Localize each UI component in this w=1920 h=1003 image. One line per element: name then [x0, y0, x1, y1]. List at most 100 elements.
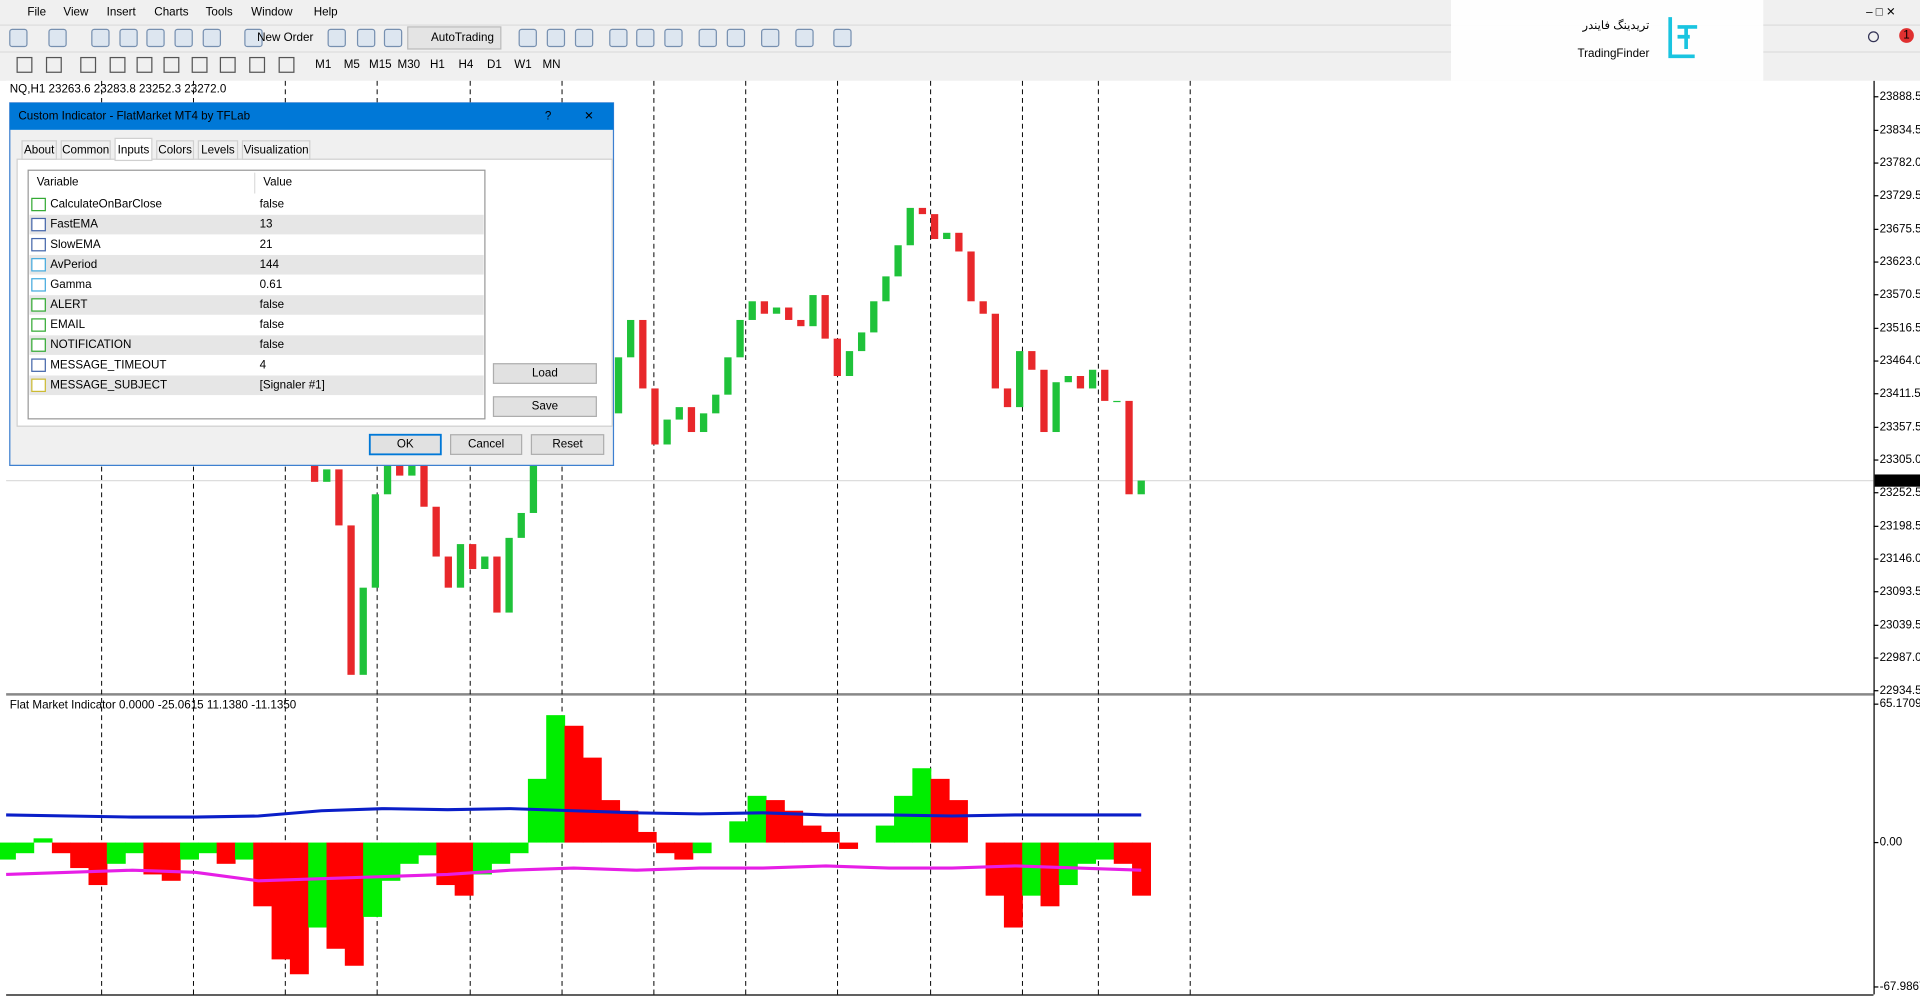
tab-label[interactable]: Visualization	[244, 144, 309, 157]
toolbar-icon[interactable]	[664, 28, 683, 48]
draw-tool[interactable]	[249, 56, 266, 73]
toolbar-icon[interactable]	[698, 28, 717, 48]
new-order[interactable]: New Order	[257, 31, 313, 44]
table-row[interactable]	[29, 335, 484, 355]
toolbar-icon[interactable]	[356, 28, 376, 48]
button[interactable]	[530, 434, 605, 455]
search-icon[interactable]	[1867, 31, 1879, 43]
toolbar-icon[interactable]	[244, 28, 263, 48]
timeframe[interactable]: MN	[542, 58, 560, 71]
menu-item[interactable]: Tools	[206, 5, 233, 18]
tab[interactable]	[241, 140, 311, 160]
tab-label[interactable]: Levels	[201, 144, 235, 157]
button[interactable]	[492, 363, 597, 384]
timeframe[interactable]: D1	[487, 58, 502, 71]
table-row[interactable]	[29, 375, 484, 396]
timeframe[interactable]: W1	[514, 58, 531, 71]
table-row[interactable]	[29, 275, 484, 295]
variable-value[interactable]: 4	[260, 358, 267, 371]
menu-item[interactable]: Insert	[107, 5, 137, 18]
toolbar-icon[interactable]	[91, 28, 110, 48]
draw-tool[interactable]	[136, 56, 153, 73]
draw-tool[interactable]	[45, 56, 62, 73]
variable-value[interactable]: false	[260, 298, 285, 311]
tab-label[interactable]: Inputs	[118, 144, 150, 157]
tab[interactable]	[21, 140, 57, 160]
draw-tool[interactable]	[219, 56, 236, 73]
draw-tool[interactable]	[191, 56, 208, 73]
timeframe[interactable]: M30	[398, 58, 421, 71]
window-controls[interactable]: – □ ✕	[1866, 5, 1896, 18]
toolbar-icon[interactable]	[383, 28, 403, 48]
toolbar-icon[interactable]	[609, 28, 628, 48]
variable-value[interactable]: false	[260, 198, 285, 211]
toolbar-icon[interactable]	[518, 28, 537, 48]
button-label[interactable]: Reset	[552, 438, 583, 451]
tab-label[interactable]: About	[24, 144, 55, 157]
toolbar-icon[interactable]	[146, 28, 165, 48]
candle	[529, 444, 538, 513]
table-row[interactable]	[29, 214, 484, 235]
draw-tool[interactable]	[278, 56, 295, 73]
tab-label[interactable]: Colors	[158, 144, 192, 157]
timeframe[interactable]: M5	[344, 58, 360, 71]
histogram-bar	[656, 842, 675, 854]
variable-value[interactable]: [Signaler #1]	[260, 378, 325, 391]
row-icon	[31, 358, 46, 372]
timeframe[interactable]: H1	[430, 58, 445, 71]
tab[interactable]	[60, 140, 111, 160]
toolbar-icon[interactable]	[119, 28, 138, 48]
timeframe[interactable]: M1	[315, 58, 331, 71]
variable-value[interactable]: 21	[260, 238, 273, 251]
button[interactable]	[492, 396, 597, 417]
button[interactable]	[450, 434, 523, 455]
button-label[interactable]: Load	[532, 367, 558, 380]
toolbar-icon[interactable]	[795, 28, 814, 48]
tab[interactable]	[114, 137, 153, 162]
button-label[interactable]: Cancel	[468, 438, 504, 451]
help-button[interactable]: ?	[545, 109, 552, 122]
tab[interactable]	[197, 140, 239, 160]
timeframe[interactable]: M15	[369, 58, 392, 71]
table-row[interactable]	[29, 194, 484, 215]
button-label[interactable]: Save	[532, 400, 558, 413]
menu-item[interactable]: File	[27, 5, 46, 18]
toolbar-icon[interactable]	[48, 28, 67, 48]
toolbar-icon[interactable]	[574, 28, 594, 48]
variable-value[interactable]: false	[260, 338, 285, 351]
toolbar-icon[interactable]	[833, 28, 852, 48]
auto-trading[interactable]: AutoTrading	[431, 31, 494, 44]
menu-item[interactable]: Charts	[154, 5, 188, 18]
toolbar-icon[interactable]	[327, 28, 346, 48]
variable-value[interactable]: false	[260, 318, 285, 331]
toolbar-icon[interactable]	[9, 28, 28, 48]
toolbar-icon[interactable]	[636, 28, 655, 48]
badge[interactable]	[1899, 28, 1914, 43]
close-button[interactable]: ✕	[584, 109, 594, 122]
button-label[interactable]: OK	[397, 438, 414, 451]
draw-tool[interactable]	[16, 56, 33, 73]
toolbar-icon[interactable]	[202, 28, 222, 48]
toolbar-icon[interactable]	[174, 28, 193, 48]
menu-item[interactable]: Help	[314, 5, 338, 18]
table-row[interactable]	[29, 315, 484, 335]
menu-item[interactable]: Window	[251, 5, 293, 18]
table-row[interactable]	[29, 234, 484, 255]
draw-tool[interactable]	[163, 56, 180, 73]
draw-tool[interactable]	[109, 56, 126, 73]
menu-item[interactable]: View	[63, 5, 89, 18]
variable-value[interactable]: 144	[260, 258, 280, 271]
toolbar-icon[interactable]	[761, 28, 780, 48]
variable-value[interactable]: 0.61	[260, 278, 283, 291]
toolbar-icon[interactable]	[726, 28, 746, 48]
table-row[interactable]	[29, 254, 484, 275]
timeframe[interactable]: H4	[458, 58, 473, 71]
tab-label[interactable]: Common	[62, 144, 109, 157]
table-row[interactable]	[29, 355, 484, 375]
button[interactable]	[368, 433, 442, 456]
table-row[interactable]	[29, 295, 484, 315]
toolbar-icon[interactable]	[546, 28, 566, 48]
tab[interactable]	[156, 140, 195, 160]
draw-tool[interactable]	[80, 56, 97, 73]
variable-value[interactable]: 13	[260, 218, 273, 231]
